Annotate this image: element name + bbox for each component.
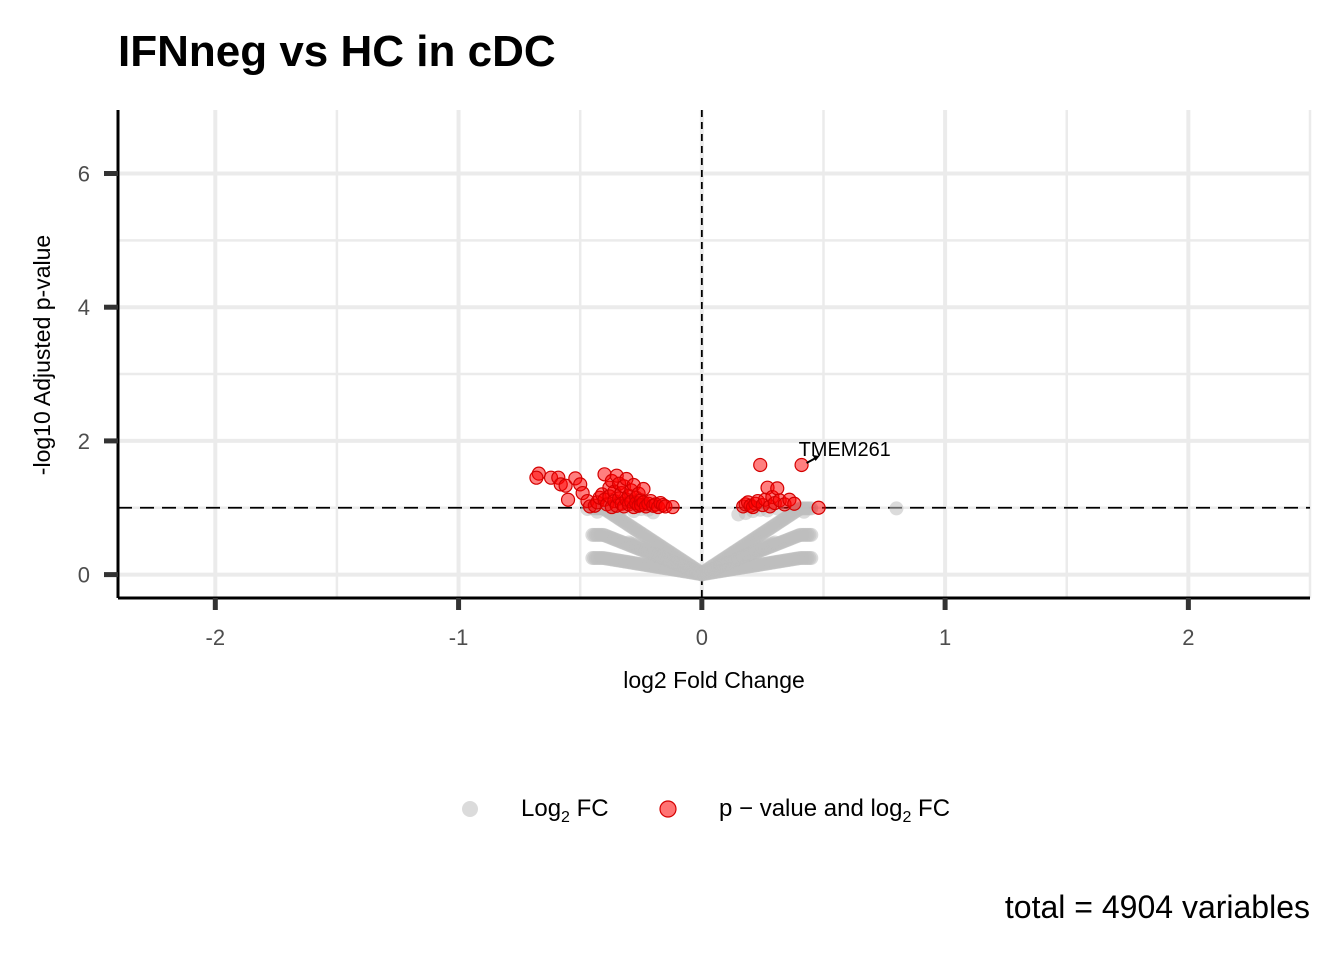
chart-title: IFNneg vs HC in cDC [118, 27, 556, 76]
point-nonsignificant [804, 551, 819, 566]
x-axis-label: log2 Fold Change [623, 667, 805, 693]
data-points [529, 457, 904, 582]
point-significant [529, 470, 544, 485]
y-tick-label: 0 [78, 563, 90, 588]
point-significant [787, 496, 802, 511]
point-significant [770, 481, 785, 496]
legend-marker [659, 800, 677, 818]
y-tick-label: 2 [78, 429, 90, 454]
point-nonsignificant [767, 535, 782, 550]
point-significant [560, 492, 576, 507]
point-nonsignificant [797, 504, 812, 519]
y-tick-label: 6 [78, 162, 90, 187]
legend-label: p − value and log2 FC [719, 795, 950, 826]
x-tick-label: 2 [1182, 625, 1194, 650]
y-tick-label: 4 [78, 295, 90, 320]
point-significant [558, 478, 573, 493]
caption: total = 4904 variables [1005, 889, 1310, 925]
gene-label: TMEM261 [799, 439, 891, 461]
legend-label: Log2 FC [521, 795, 609, 826]
point-nonsignificant [804, 527, 819, 542]
point-significant [794, 457, 809, 473]
point-significant [753, 457, 768, 473]
annotations: TMEM261 [799, 439, 891, 464]
point-significant [636, 481, 651, 497]
axes: -2 -1 0 1 2 0 2 4 6 [78, 110, 1310, 650]
x-tick-label: -2 [206, 625, 226, 650]
x-tick-label: 0 [696, 625, 708, 650]
legend: Log2 FC p − value and log2 FC [462, 795, 950, 826]
x-tick-label: 1 [939, 625, 951, 650]
grid [118, 110, 1312, 598]
y-axis-label: -log10 Adjusted p-value [29, 235, 55, 475]
annotation-arrowhead [812, 454, 820, 461]
point-significant [665, 499, 680, 515]
x-tick-label: -1 [449, 625, 469, 650]
point-significant [811, 500, 826, 515]
legend-marker [462, 801, 478, 817]
threshold-lines [118, 110, 1310, 598]
point-nonsignificant [889, 501, 904, 516]
